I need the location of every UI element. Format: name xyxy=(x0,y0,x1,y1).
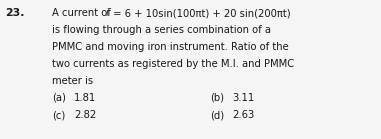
Text: = 6 + 10sin(100πt) + 20 sin(200πt): = 6 + 10sin(100πt) + 20 sin(200πt) xyxy=(110,8,291,18)
Text: (d): (d) xyxy=(210,110,224,120)
Text: 23.: 23. xyxy=(5,8,24,18)
Text: meter is: meter is xyxy=(52,76,93,86)
Text: (c): (c) xyxy=(52,110,65,120)
Text: (a): (a) xyxy=(52,93,66,103)
Text: 2.82: 2.82 xyxy=(74,110,96,120)
Text: 2.63: 2.63 xyxy=(232,110,254,120)
Text: PMMC and moving iron instrument. Ratio of the: PMMC and moving iron instrument. Ratio o… xyxy=(52,42,289,52)
Text: 3.11: 3.11 xyxy=(232,93,254,103)
Text: A current of: A current of xyxy=(52,8,114,18)
Text: i: i xyxy=(106,8,109,18)
Text: two currents as registered by the M.I. and PMMC: two currents as registered by the M.I. a… xyxy=(52,59,294,69)
Text: (b): (b) xyxy=(210,93,224,103)
Text: is flowing through a series combination of a: is flowing through a series combination … xyxy=(52,25,271,35)
Text: 1.81: 1.81 xyxy=(74,93,96,103)
